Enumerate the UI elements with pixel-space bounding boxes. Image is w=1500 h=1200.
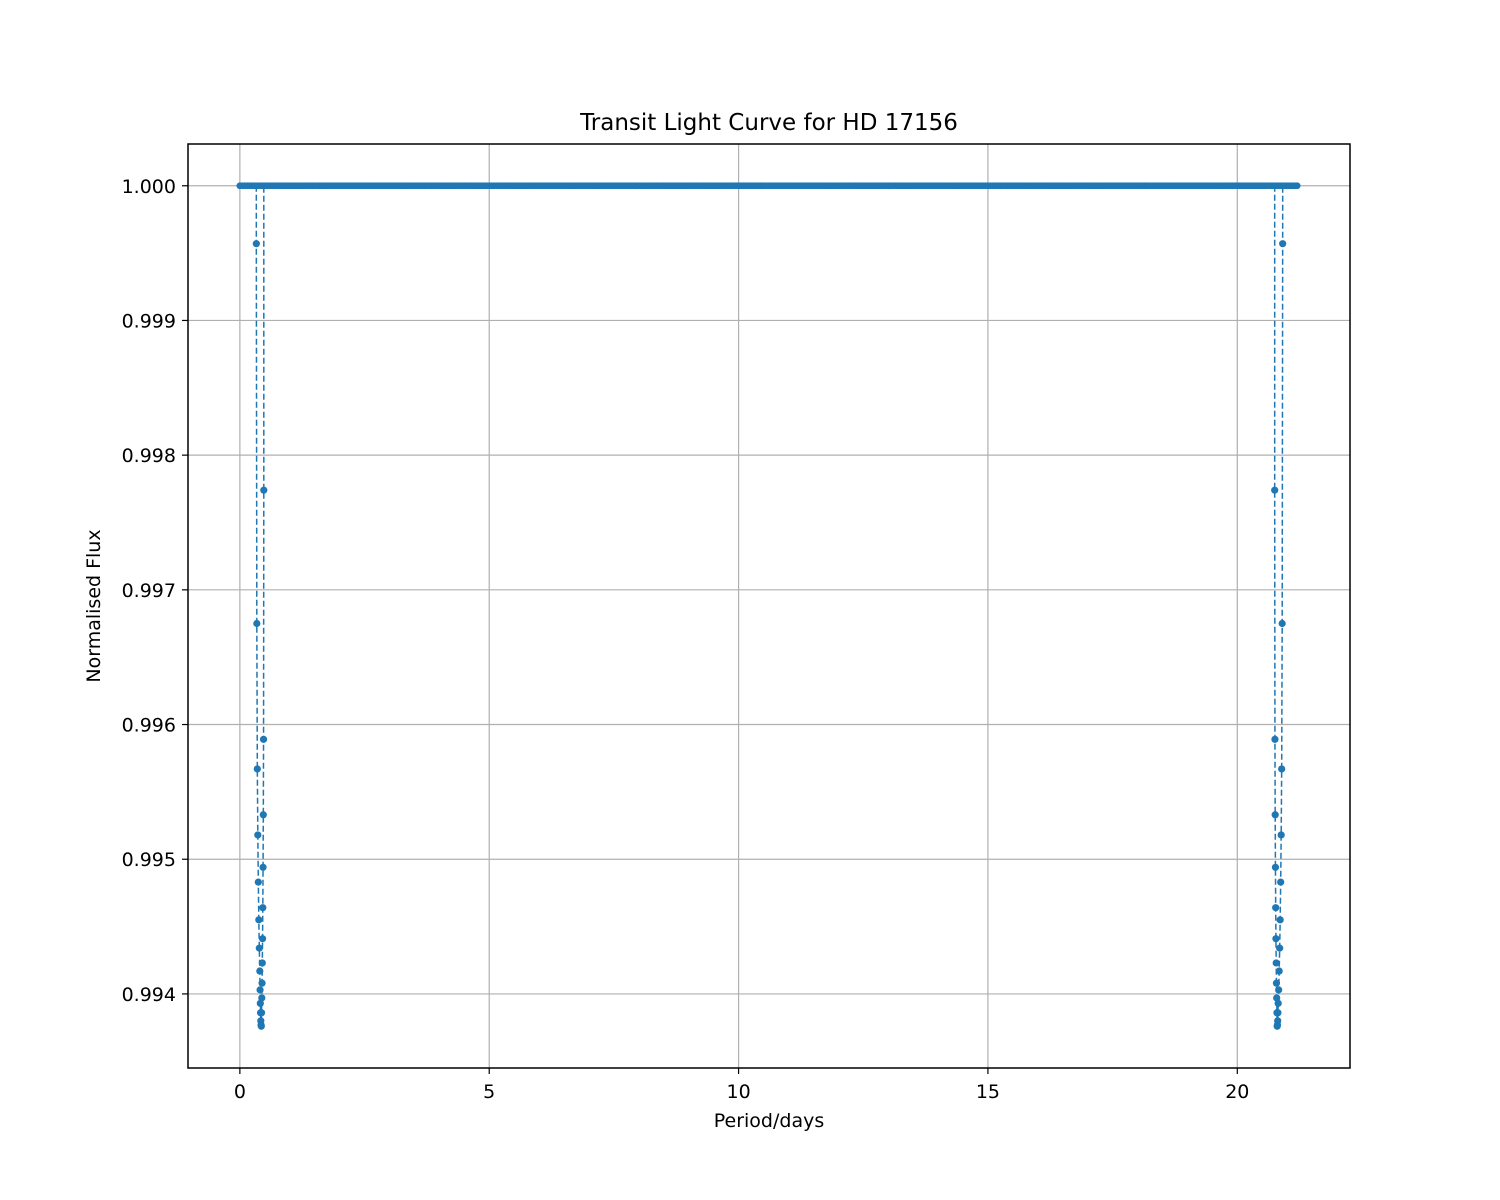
transit-point: [1275, 986, 1283, 994]
transit-point: [255, 944, 263, 952]
grid: [188, 144, 1350, 1068]
transit-point: [1278, 619, 1286, 628]
x-tick-label: 5: [483, 1081, 495, 1103]
y-tick-label: 0.994: [122, 984, 176, 1006]
y-tick-label: 0.995: [122, 849, 176, 871]
transit-point: [258, 935, 267, 943]
transit-point: [253, 765, 261, 773]
transit-point: [253, 619, 261, 628]
transit-point: [1276, 944, 1284, 952]
transit-point: [259, 811, 267, 819]
y-tick-label: 1.000: [122, 176, 176, 198]
axis-ticks: 0 5 10 15 20 0.994 0.995 0.996 0.997 0.998 0.999 1.…: [122, 176, 1250, 1103]
transit-point: [258, 979, 266, 987]
y-axis-label: Normalised Flux: [83, 529, 105, 682]
y-tick-label: 0.997: [122, 580, 176, 602]
y-tick-label: 0.998: [122, 445, 176, 467]
transit-point: [1274, 1017, 1282, 1025]
transit-point: [1272, 904, 1280, 912]
transit-point: [1271, 486, 1279, 494]
transit-point: [259, 735, 268, 743]
transit-point: [258, 959, 266, 967]
transit-point: [256, 967, 264, 975]
plot-area-frame: [187, 143, 1351, 1069]
transit-point: [259, 904, 267, 912]
transit-point: [256, 986, 264, 994]
transit-point: [257, 1022, 265, 1030]
x-tick-label: 0: [234, 1081, 246, 1103]
transit-point: [252, 240, 260, 248]
transit-point: [1277, 831, 1285, 839]
transit-point: [1277, 878, 1285, 886]
transit-point: [1278, 765, 1286, 773]
transit-point: [1271, 811, 1279, 819]
transit-point: [1275, 967, 1283, 975]
transit-point: [1274, 999, 1282, 1007]
transit-point: [254, 878, 262, 886]
transit-point: [1271, 735, 1279, 743]
baseline-point: [1293, 182, 1301, 190]
x-tick-label: 10: [726, 1081, 750, 1103]
y-tick-label: 0.996: [122, 715, 176, 737]
chart-title: Transit Light Curve for HD 17156: [579, 110, 958, 136]
transit-point: [257, 1009, 266, 1017]
transit-point: [1273, 994, 1281, 1002]
x-tick-label: 15: [976, 1081, 1000, 1103]
transit-point: [256, 999, 264, 1007]
transit-point: [260, 486, 268, 494]
baseline-series: [236, 182, 1301, 190]
transit-point: [1272, 959, 1280, 967]
x-axis-label: Period/days: [714, 1110, 825, 1132]
transit-point: [254, 831, 262, 839]
y-tick-label: 0.999: [122, 310, 176, 332]
transit-point: [1272, 935, 1280, 943]
x-tick-label: 20: [1225, 1081, 1249, 1103]
transit-point: [1276, 916, 1284, 924]
transit-series: [252, 185, 1287, 1030]
transit-point: [1272, 979, 1281, 987]
transit-point: [1279, 240, 1287, 248]
transit-point: [255, 916, 263, 924]
transit-point: [258, 994, 266, 1002]
transit-point: [259, 863, 267, 871]
transit-point: [1274, 1009, 1282, 1017]
transit-point: [1271, 863, 1280, 871]
